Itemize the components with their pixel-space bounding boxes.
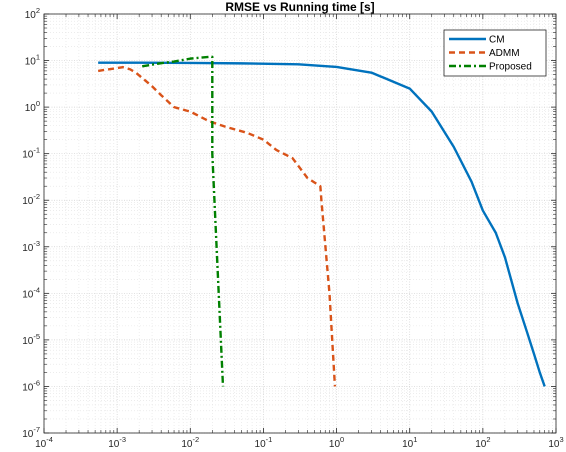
y-tick-label-base: 10	[22, 382, 34, 393]
series-line-admm	[97, 65, 337, 387]
x-tick-label: 102	[475, 435, 490, 450]
x-tick-label-base: 10	[329, 439, 341, 450]
x-tick-label-exponent: 2	[486, 435, 490, 444]
y-tick-label-base: 10	[25, 103, 37, 114]
y-tick-label: 10-6	[22, 378, 40, 393]
y-tick-label-exponent: -2	[33, 192, 40, 201]
y-tick-label: 10-7	[22, 425, 40, 440]
y-tick-label: 10-1	[22, 146, 40, 161]
x-tick-label: 101	[402, 435, 417, 450]
y-tick-label-exponent: -1	[33, 146, 40, 155]
y-tick-label-base: 10	[22, 150, 34, 161]
axes-box	[43, 13, 557, 434]
x-tick-label-exponent: -1	[266, 435, 273, 444]
y-tick-label: 10-5	[22, 332, 40, 347]
x-tick-label: 10-4	[35, 435, 53, 450]
y-tick-label-base: 10	[22, 336, 34, 347]
x-tick-label: 103	[548, 435, 563, 450]
legend-label-cm: CM	[489, 35, 505, 46]
y-tick-label-base: 10	[25, 57, 37, 68]
x-tick-label: 100	[329, 435, 344, 450]
x-tick-label: 10-3	[108, 435, 126, 450]
x-tick-label-exponent: -3	[119, 435, 126, 444]
chart-title: RMSE vs Running time [s]	[225, 0, 374, 14]
x-tick-label: 10-1	[255, 435, 273, 450]
x-tick-label-exponent: -4	[46, 435, 53, 444]
minor-grid	[44, 14, 556, 433]
legend-label-admm: ADMM	[489, 48, 520, 59]
y-tick-label-exponent: 1	[36, 53, 40, 62]
y-tick-label-base: 10	[22, 289, 34, 300]
series-line-proposed	[141, 55, 225, 387]
y-tick-label-exponent: 2	[36, 6, 40, 15]
y-tick-label-base: 10	[22, 429, 34, 440]
x-tick-label-base: 10	[402, 439, 414, 450]
y-tick-label-base: 10	[22, 196, 34, 207]
y-tick-label-exponent: -6	[33, 378, 40, 387]
y-tick-label-exponent: -7	[33, 425, 40, 434]
y-tick-label: 101	[25, 53, 40, 68]
y-tick-label-exponent: -4	[33, 285, 40, 294]
series-layer	[97, 55, 546, 387]
y-tick-label: 10-3	[22, 239, 40, 254]
legend: CM ADMM Proposed	[443, 29, 547, 77]
y-tick-label-exponent: -5	[33, 332, 40, 341]
x-tick-label-base: 10	[35, 439, 47, 450]
y-tick-label-exponent: 0	[36, 99, 40, 108]
x-tick-label-exponent: 0	[340, 435, 344, 444]
x-tick-label-exponent: 1	[413, 435, 417, 444]
y-tick-label: 10-4	[22, 285, 40, 300]
x-tick-label-base: 10	[255, 439, 267, 450]
x-tick-label-base: 10	[181, 439, 193, 450]
x-tick-label-base: 10	[108, 439, 120, 450]
axes-frame	[43, 13, 557, 434]
legend-label-proposed: Proposed	[489, 62, 532, 73]
x-tick-labels: 10-4 10-3 10-2 10-1 100 101 102 103	[35, 435, 564, 450]
y-tick-label: 102	[25, 6, 40, 21]
y-tick-label-exponent: -3	[33, 239, 40, 248]
x-tick-label-base: 10	[548, 439, 560, 450]
y-tick-label: 100	[25, 99, 40, 114]
ticks	[43, 13, 557, 434]
y-tick-label: 10-2	[22, 192, 40, 207]
x-tick-label: 10-2	[181, 435, 199, 450]
y-tick-label-base: 10	[22, 243, 34, 254]
plot-area	[44, 14, 556, 433]
series-line-cm	[98, 61, 546, 387]
y-tick-label-base: 10	[25, 10, 37, 21]
x-tick-label-exponent: -2	[193, 435, 200, 444]
x-tick-label-base: 10	[475, 439, 487, 450]
x-tick-label-exponent: 3	[559, 435, 563, 444]
